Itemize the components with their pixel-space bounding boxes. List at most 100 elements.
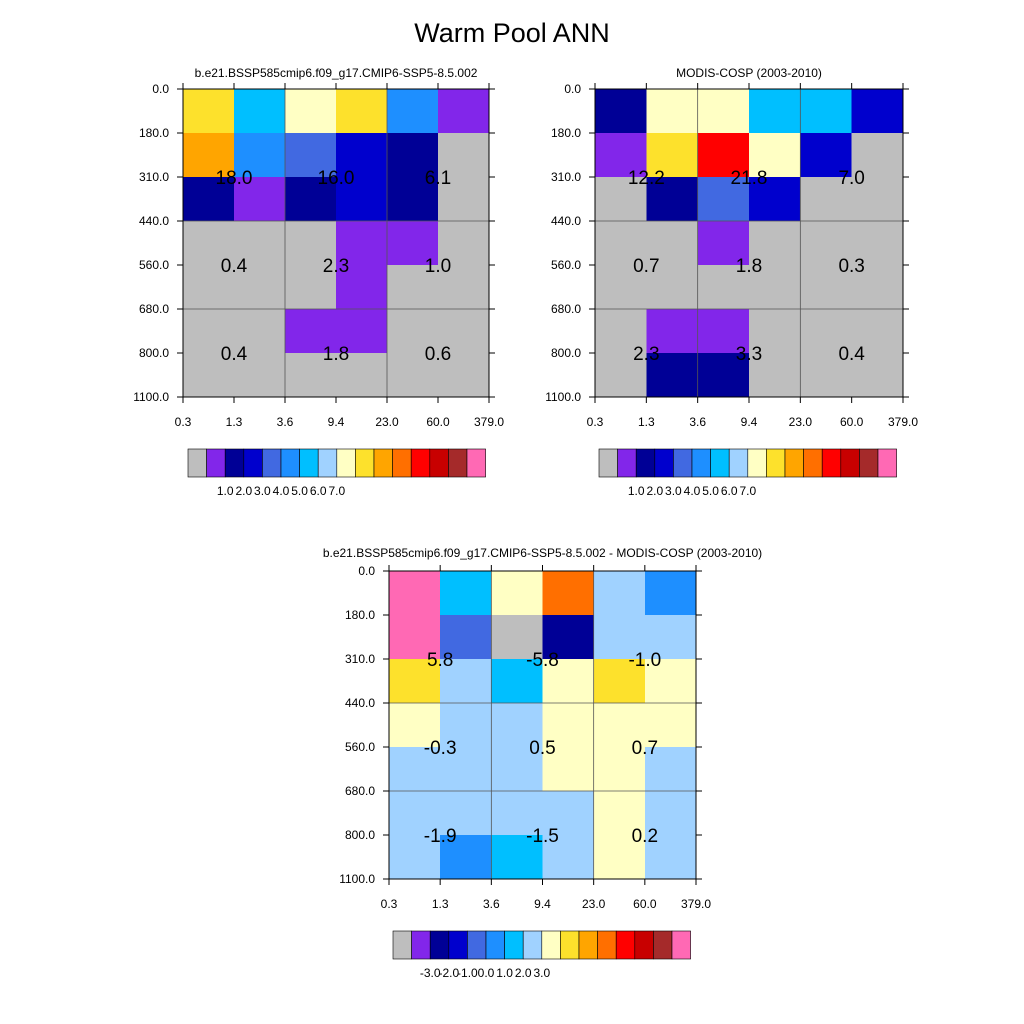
heatmap-cell <box>387 353 439 398</box>
colorbar-swatch <box>691 448 711 478</box>
heatmap-cell <box>183 89 235 134</box>
heatmap-cell <box>646 177 699 222</box>
colorbar-label: 1.0 <box>628 484 645 498</box>
y-tick-label: 680.0 <box>551 302 581 316</box>
heatmap-cell <box>336 309 388 354</box>
chart-title: MODIS-COSP (2003-2010) <box>676 66 822 80</box>
heatmap-cell <box>593 747 646 792</box>
colorbar-swatch <box>747 448 767 478</box>
heatmap-cell <box>387 265 439 310</box>
heatmap-cell <box>491 835 544 880</box>
colorbar-swatch <box>671 930 691 960</box>
colorbar-swatch <box>467 930 487 960</box>
heatmap-cell <box>644 747 697 792</box>
colorbar-swatch <box>654 448 674 478</box>
heatmap-cell <box>646 309 699 354</box>
y-tick-label: 1100.0 <box>545 390 581 404</box>
data-label: 2.3 <box>323 256 349 277</box>
heatmap-cell <box>644 659 697 704</box>
heatmap-cell <box>749 177 801 222</box>
data-label: 0.2 <box>632 826 658 847</box>
data-label: -5.8 <box>526 650 559 671</box>
y-tick-label: 0.0 <box>564 82 581 96</box>
heatmap-cell <box>491 571 544 616</box>
colorbar-swatch <box>466 448 486 478</box>
colorbar-label: -2.0 <box>438 966 459 980</box>
colorbar-swatch <box>336 448 356 478</box>
heatmap-cell <box>697 353 750 398</box>
colorbar-swatch <box>784 448 804 478</box>
y-tick-label: 310.0 <box>345 652 375 666</box>
heatmap-cell <box>183 177 235 222</box>
heatmap-cell <box>851 133 904 178</box>
data-label: -0.3 <box>424 738 457 759</box>
heatmap-cell <box>800 221 853 266</box>
x-tick-label: 23.0 <box>582 897 606 911</box>
heatmap-cell <box>183 265 235 310</box>
y-tick-label: 180.0 <box>551 126 581 140</box>
x-tick-label: 0.3 <box>587 415 604 429</box>
heatmap-cell <box>800 309 853 354</box>
x-tick-label: 0.3 <box>381 897 398 911</box>
heatmap-cell <box>285 133 337 178</box>
heatmap-cell <box>387 177 439 222</box>
colorbar-swatch <box>429 930 450 960</box>
heatmap-cell <box>542 703 595 748</box>
heatmap-cell <box>285 177 337 222</box>
heatmap-cell <box>644 791 697 836</box>
colorbar-label: 3.0 <box>533 966 550 980</box>
x-tick-label: 1.3 <box>226 415 243 429</box>
chart-panel-2: MODIS-COSP (2003-2010) 0.3 1.3 3.6 9.4 23.0 60… <box>545 66 918 498</box>
colorbar-swatch <box>673 448 693 478</box>
colorbar-swatch <box>504 930 524 960</box>
y-tick-label: 560.0 <box>551 258 581 272</box>
heatmap-cell <box>595 309 647 354</box>
heatmap-cell <box>749 265 801 310</box>
colorbar-swatch <box>206 448 226 478</box>
data-label: 0.7 <box>632 738 658 759</box>
colorbar-label: 7.0 <box>328 484 345 498</box>
data-label: 0.5 <box>529 738 555 759</box>
heatmap-cell <box>389 659 441 704</box>
heatmap-cell <box>697 309 750 354</box>
heatmap-cell <box>595 89 647 134</box>
heatmap-cell <box>234 309 286 354</box>
colorbar-swatch <box>560 930 580 960</box>
x-tick-label: 9.4 <box>328 415 345 429</box>
colorbar-swatch <box>766 448 786 478</box>
colorbar-swatch <box>728 448 749 478</box>
heatmap-cell <box>389 791 441 836</box>
heatmap-cell <box>440 659 492 704</box>
colorbar-label: 5.0 <box>291 484 308 498</box>
y-tick-label: 180.0 <box>139 126 169 140</box>
heatmap-cell <box>234 221 286 266</box>
x-tick-label: 23.0 <box>375 415 399 429</box>
heatmap-cell <box>851 309 904 354</box>
heatmap-cell <box>440 703 492 748</box>
heatmap-cell <box>183 353 235 398</box>
heatmap-cell <box>389 615 441 660</box>
data-label: 1.8 <box>323 344 349 365</box>
heatmap-cell <box>389 703 441 748</box>
heatmap-cell <box>438 309 490 354</box>
colorbar-swatch <box>634 930 654 960</box>
x-tick-label: 9.4 <box>741 415 758 429</box>
heatmap-cell <box>491 747 544 792</box>
colorbar-swatch <box>541 930 561 960</box>
heatmap-cell <box>183 133 235 178</box>
heatmap-cell <box>749 309 801 354</box>
colorbar-swatch <box>410 448 431 478</box>
heatmap-cell <box>542 835 595 880</box>
colorbar-label: -3.0 <box>420 966 441 980</box>
heatmap-cell <box>644 703 697 748</box>
heatmap-cell <box>593 615 646 660</box>
heatmap-cell <box>336 265 388 310</box>
data-label: -1.9 <box>424 826 457 847</box>
colorbar-swatch <box>803 448 823 478</box>
x-tick-label: 9.4 <box>534 897 551 911</box>
heatmap-cell <box>542 747 595 792</box>
heatmap-cell <box>234 133 286 178</box>
colorbar-label: 6.0 <box>310 484 327 498</box>
colorbar-swatch <box>392 930 412 960</box>
colorbar-swatch <box>635 448 656 478</box>
